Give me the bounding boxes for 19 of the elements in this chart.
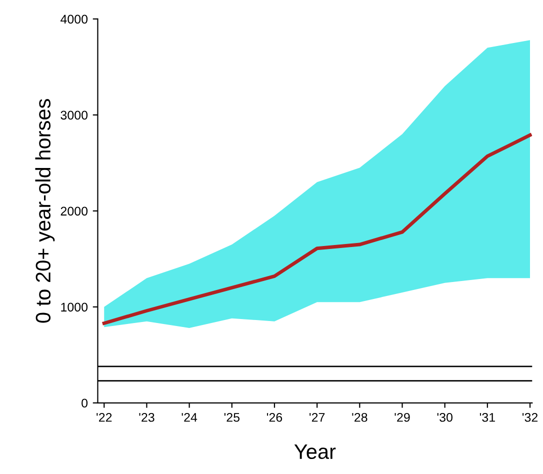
x-tick-label: '23 [139, 412, 154, 422]
x-tick-label: '32 [522, 412, 538, 422]
x-axis-title: Year [294, 444, 336, 460]
x-tick-label: '26 [266, 412, 282, 422]
x-tick-label: '22 [96, 412, 112, 422]
y-tick-label: 2000 [60, 206, 88, 216]
x-tick-label: '27 [310, 412, 325, 422]
x-tick-label: '25 [224, 412, 240, 422]
y-axis-title: 0 to 20+ year-old horses [35, 99, 55, 323]
x-tick-label: '29 [394, 412, 410, 422]
y-tick-label: 1000 [61, 302, 88, 312]
y-tick-label: 4000 [60, 14, 88, 24]
x-tick-label: '30 [437, 412, 452, 422]
x-tick-label: '28 [352, 412, 368, 422]
x-tick-label: '24 [182, 412, 198, 422]
line-series [102, 133, 532, 325]
y-tick-label: 3000 [60, 110, 88, 120]
x-tick-label: '31 [480, 412, 495, 422]
y-tick-label: 0 [82, 398, 88, 408]
